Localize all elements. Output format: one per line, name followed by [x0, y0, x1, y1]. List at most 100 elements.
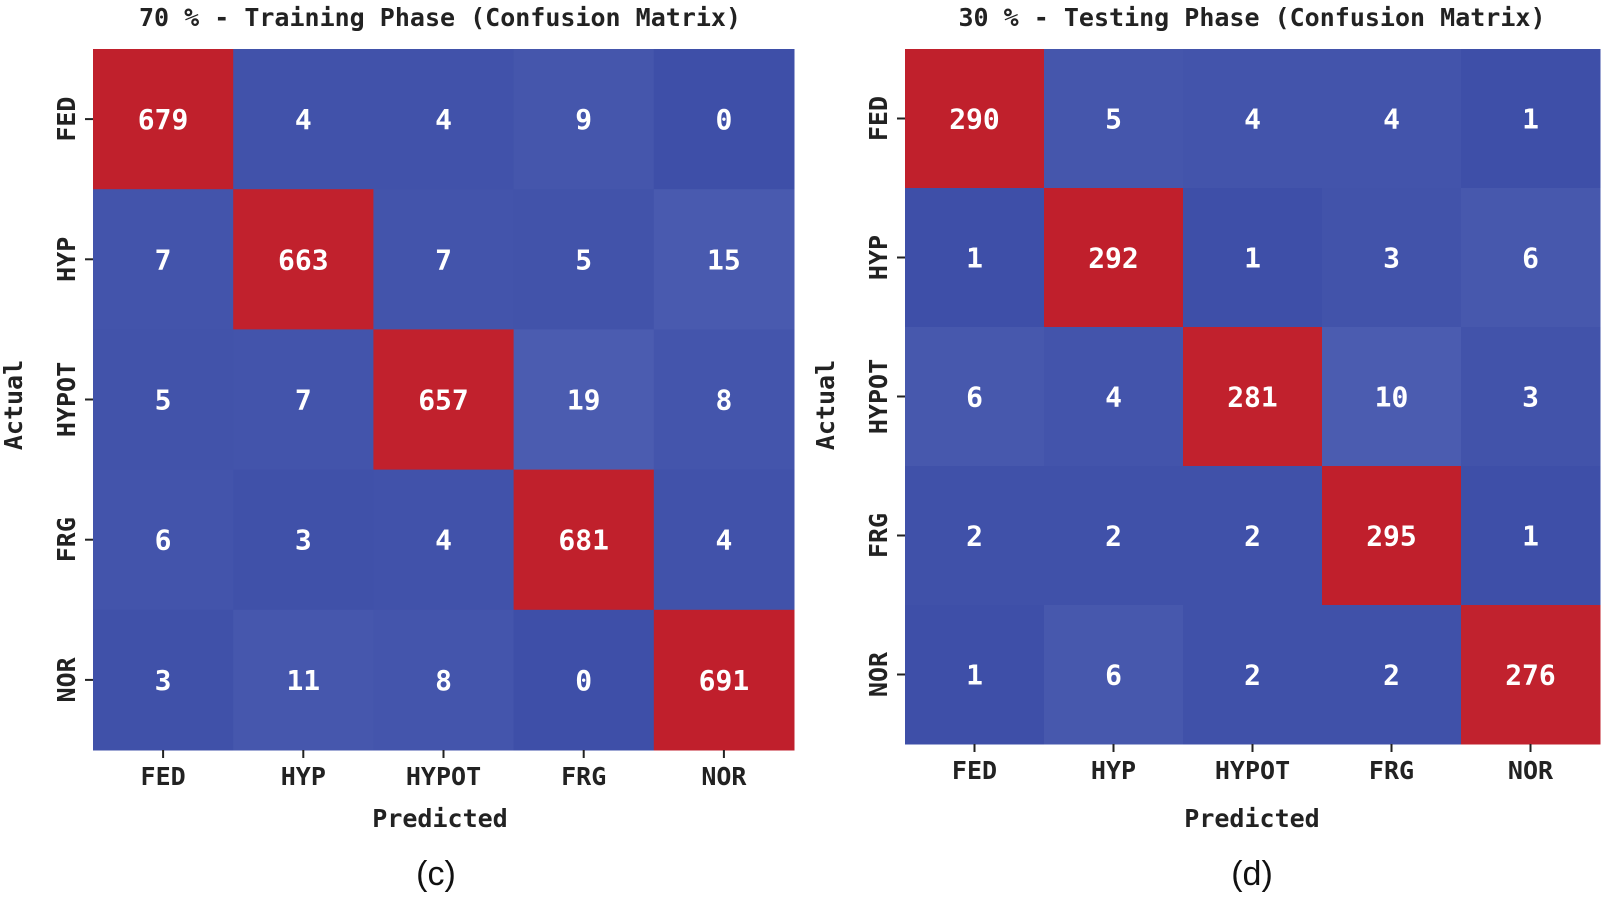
training-cell-r0-c2	[373, 49, 515, 190]
training-cell-r4-c2	[373, 609, 515, 751]
testing-cell-r2-c4	[1461, 327, 1601, 467]
training-cell-value-r1-c0: 7	[155, 243, 172, 276]
testing-cell-value-r2-c2: 281	[1227, 381, 1278, 414]
testing-cell-r0-c1	[1044, 49, 1184, 189]
training-cell-value-r4-c2: 8	[435, 664, 452, 697]
testing-y-tick-label-4: NOR	[864, 651, 893, 697]
testing-cell-r3-c0	[905, 466, 1045, 606]
testing-cell-r0-c4	[1461, 49, 1601, 189]
testing-cell-r4-c4	[1461, 605, 1601, 745]
training-cell-r1-c1	[233, 189, 374, 330]
testing-cell-r2-c0	[905, 327, 1045, 467]
training-x-tick-label-3: FRG	[561, 762, 606, 791]
training-cell-r1-c0	[93, 189, 234, 330]
training-cell-value-r3-c0: 6	[155, 524, 172, 557]
training-cell-r2-c2	[373, 329, 515, 471]
testing-x-tick-label-4: NOR	[1508, 756, 1554, 785]
training-y-tick-label-4: NOR	[52, 656, 81, 702]
training-cell-r2-c4	[653, 329, 795, 471]
testing-cell-value-r4-c3: 2	[1383, 659, 1400, 692]
training-x-axis-label: Predicted	[372, 804, 507, 833]
training-cell-value-r3-c1: 3	[295, 524, 312, 557]
training-x-tick-label-0: FED	[141, 762, 186, 791]
training-cell-r1-c4	[653, 189, 795, 330]
training-cell-value-r1-c3: 5	[575, 243, 592, 276]
training-panel: 70 % - Training Phase (Confusion Matrix)…	[0, 3, 795, 893]
testing-cell-value-r1-c4: 6	[1522, 242, 1539, 275]
testing-cell-value-r1-c1: 292	[1088, 242, 1139, 275]
training-caption: (c)	[416, 855, 456, 893]
testing-cell-value-r0-c1: 5	[1105, 103, 1122, 136]
training-cell-value-r0-c2: 4	[435, 103, 452, 136]
training-cell-r4-c0	[93, 609, 234, 751]
training-cell-value-r4-c0: 3	[155, 664, 172, 697]
training-cell-value-r4-c4: 691	[699, 664, 750, 697]
training-cell-value-r3-c4: 4	[715, 524, 732, 557]
testing-x-ticks: FED HYP HYPOT FRG NOR	[952, 744, 1554, 785]
training-cell-value-r2-c4: 8	[715, 384, 732, 417]
testing-cell-value-r3-c1: 2	[1105, 520, 1122, 553]
training-cell-r3-c1	[233, 469, 374, 611]
training-y-ticks: FED HYP HYPOT FRG NOR	[52, 97, 93, 702]
training-cell-r2-c0	[93, 329, 234, 471]
training-cell-value-r0-c4: 0	[715, 103, 732, 136]
training-cell-value-r3-c2: 4	[435, 524, 452, 557]
testing-cell-r3-c3	[1322, 466, 1462, 606]
testing-cell-value-r3-c0: 2	[966, 520, 983, 553]
testing-cell-r4-c1	[1044, 605, 1184, 745]
training-cell-value-r2-c1: 7	[295, 384, 312, 417]
testing-y-tick-label-3: FRG	[864, 513, 893, 558]
training-cell-value-r4-c1: 11	[286, 664, 320, 697]
training-heatmap-cells: 679 4 4 9 0 7 663 7 5 15 5 7 657 19 8 6 3 4 681 4 3 11 8 0 691	[93, 49, 795, 751]
testing-cell-value-r1-c0: 1	[966, 242, 983, 275]
testing-cell-r3-c4	[1461, 466, 1601, 606]
training-cell-value-r0-c3: 9	[575, 103, 592, 136]
training-cell-r1-c3	[513, 189, 655, 330]
testing-cell-value-r4-c2: 2	[1244, 659, 1261, 692]
training-cell-r3-c3	[513, 469, 655, 611]
testing-caption: (d)	[1231, 855, 1273, 893]
training-cell-r4-c3	[513, 609, 655, 751]
testing-cell-r0-c0	[905, 49, 1045, 189]
training-cell-r0-c3	[513, 49, 655, 190]
training-title: 70 % - Training Phase (Confusion Matrix)	[139, 3, 741, 32]
testing-cell-value-r4-c1: 6	[1105, 659, 1122, 692]
training-cell-value-r1-c4: 15	[707, 243, 741, 276]
testing-y-axis-label: Actual	[811, 360, 840, 450]
testing-cell-r1-c3	[1322, 188, 1462, 328]
testing-cell-value-r2-c0: 6	[966, 381, 983, 414]
training-cell-r1-c2	[373, 189, 515, 330]
testing-cell-value-r0-c3: 4	[1383, 103, 1400, 136]
testing-cell-r3-c1	[1044, 466, 1184, 606]
testing-cell-r1-c0	[905, 188, 1045, 328]
testing-cell-value-r3-c3: 295	[1366, 520, 1417, 553]
training-cell-r0-c0	[93, 49, 234, 190]
training-y-tick-label-0: FED	[52, 97, 81, 142]
testing-cell-value-r2-c3: 10	[1375, 381, 1409, 414]
training-cell-value-r1-c2: 7	[435, 243, 452, 276]
testing-cell-r4-c0	[905, 605, 1045, 745]
testing-y-tick-label-2: HYPOT	[864, 359, 893, 434]
testing-cell-r1-c2	[1183, 188, 1323, 328]
testing-title: 30 % - Testing Phase (Confusion Matrix)	[959, 3, 1546, 32]
testing-panel: 30 % - Testing Phase (Confusion Matrix) …	[811, 3, 1601, 893]
testing-cell-value-r4-c0: 1	[966, 659, 983, 692]
training-cell-value-r0-c0: 679	[138, 103, 189, 136]
training-cell-r3-c2	[373, 469, 515, 611]
testing-cell-r0-c3	[1322, 49, 1462, 189]
testing-cell-value-r0-c0: 290	[949, 103, 1000, 136]
training-cell-r2-c1	[233, 329, 374, 471]
testing-heatmap-cells: 290 5 4 4 1 1 292 1 3 6 6 4 281 10 3 2 2 2 295 1 1 6 2 2 276	[905, 49, 1601, 745]
testing-x-tick-label-0: FED	[952, 756, 997, 785]
training-y-axis-label: Actual	[0, 360, 28, 450]
testing-cell-r2-c1	[1044, 327, 1184, 467]
testing-y-tick-label-1: HYP	[864, 235, 893, 280]
training-y-tick-label-2: HYPOT	[52, 362, 81, 437]
testing-cell-r2-c3	[1322, 327, 1462, 467]
testing-cell-value-r1-c3: 3	[1383, 242, 1400, 275]
training-cell-r2-c3	[513, 329, 655, 471]
training-cell-r4-c1	[233, 609, 374, 751]
testing-y-ticks: FED HYP HYPOT FRG NOR	[864, 96, 905, 697]
testing-cell-r3-c2	[1183, 466, 1323, 606]
